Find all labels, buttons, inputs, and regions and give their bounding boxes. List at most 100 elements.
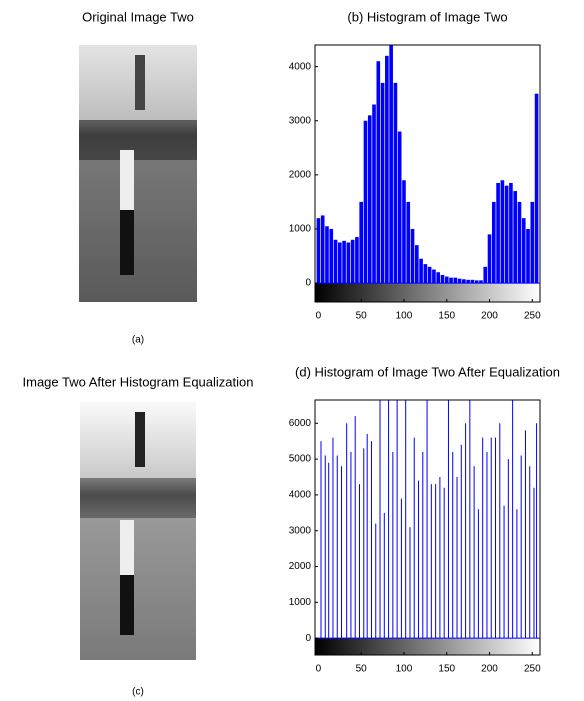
- bar: [346, 242, 351, 284]
- bar: [469, 400, 471, 639]
- bar: [496, 182, 500, 284]
- bar: [363, 448, 365, 639]
- bar: [426, 400, 428, 639]
- bar: [328, 462, 330, 639]
- x-tick-label: 150: [438, 311, 455, 322]
- x-tick-label: 0: [316, 664, 322, 675]
- bar: [324, 455, 326, 639]
- y-tick-label: 3000: [289, 525, 312, 536]
- bar: [367, 115, 372, 284]
- bar: [350, 239, 355, 284]
- bar: [320, 215, 325, 284]
- y-tick-label: 0: [305, 278, 311, 289]
- bar: [336, 455, 338, 639]
- bar: [487, 234, 492, 284]
- bar: [427, 266, 432, 284]
- bar: [419, 258, 423, 284]
- bar: [372, 104, 376, 284]
- bar: [462, 279, 466, 284]
- image-title: Image Two After Histogram Equalization: [23, 374, 254, 389]
- bar: [507, 459, 509, 639]
- bar: [375, 523, 377, 639]
- bar: [342, 240, 346, 284]
- bar: [366, 434, 368, 639]
- y-tick-label: 2000: [289, 561, 312, 572]
- bar: [457, 278, 462, 284]
- bar: [432, 269, 436, 284]
- chart-title: (d) Histogram of Image Two After Equaliz…: [295, 364, 560, 379]
- bar: [444, 276, 449, 284]
- bar: [495, 437, 497, 639]
- bar: [354, 416, 356, 639]
- bar: [397, 131, 402, 284]
- bar: [329, 228, 334, 284]
- bar: [516, 509, 518, 639]
- bar: [443, 487, 445, 639]
- bar: [479, 280, 483, 284]
- y-tick-label: 1000: [289, 597, 312, 608]
- bar: [529, 466, 531, 639]
- photo-original: [79, 45, 197, 302]
- axes-frame: [314, 399, 541, 656]
- bar: [466, 279, 470, 284]
- bar: [490, 437, 492, 639]
- bar: [359, 201, 364, 284]
- bar: [465, 423, 467, 639]
- y-tick-label: 0: [305, 633, 311, 644]
- bar: [504, 185, 509, 284]
- axes-frame: [314, 44, 541, 303]
- bar: [509, 182, 513, 284]
- y-tick-label: 4000: [289, 61, 312, 72]
- bar: [486, 451, 488, 639]
- x-tick-label: 0: [316, 311, 322, 322]
- bar: [388, 400, 390, 639]
- bar: [503, 505, 505, 639]
- bar: [447, 400, 449, 639]
- bar: [363, 120, 368, 284]
- image-title: Original Image Two: [82, 9, 194, 24]
- bar: [346, 423, 348, 639]
- bar: [456, 477, 458, 639]
- bar: [512, 400, 514, 639]
- bar: [413, 437, 415, 639]
- y-tick-label: 6000: [289, 418, 312, 429]
- bar: [389, 45, 393, 284]
- bar: [423, 264, 428, 284]
- y-tick-label: 1000: [289, 224, 312, 235]
- y-tick-label: 3000: [289, 115, 312, 126]
- bar: [405, 400, 407, 639]
- bar: [418, 480, 420, 639]
- x-tick-label: 50: [356, 311, 368, 322]
- x-tick-label: 100: [396, 664, 413, 675]
- bar: [517, 201, 522, 284]
- bar: [436, 272, 441, 284]
- x-tick-label: 200: [481, 664, 498, 675]
- bar: [536, 423, 538, 639]
- bar: [524, 430, 526, 639]
- bar: [350, 451, 352, 639]
- bar: [320, 441, 322, 639]
- bar: [534, 93, 539, 284]
- bar: [400, 498, 402, 639]
- bar: [474, 280, 479, 284]
- bar: [402, 180, 406, 284]
- bar: [500, 180, 505, 284]
- bar: [332, 437, 334, 639]
- bar: [483, 266, 488, 284]
- bar: [430, 484, 432, 639]
- bar: [520, 455, 522, 639]
- bar: [491, 201, 496, 284]
- bar: [460, 444, 462, 639]
- bar: [414, 245, 419, 284]
- bar: [440, 274, 445, 284]
- bar: [358, 484, 360, 639]
- x-tick-label: 150: [438, 664, 455, 675]
- bar: [337, 242, 342, 284]
- bar: [325, 226, 329, 284]
- bar: [526, 228, 530, 284]
- x-tick-label: 200: [481, 311, 498, 322]
- bar: [383, 512, 385, 639]
- x-tick-label: 50: [356, 664, 368, 675]
- bar: [396, 400, 398, 639]
- bar: [521, 218, 526, 284]
